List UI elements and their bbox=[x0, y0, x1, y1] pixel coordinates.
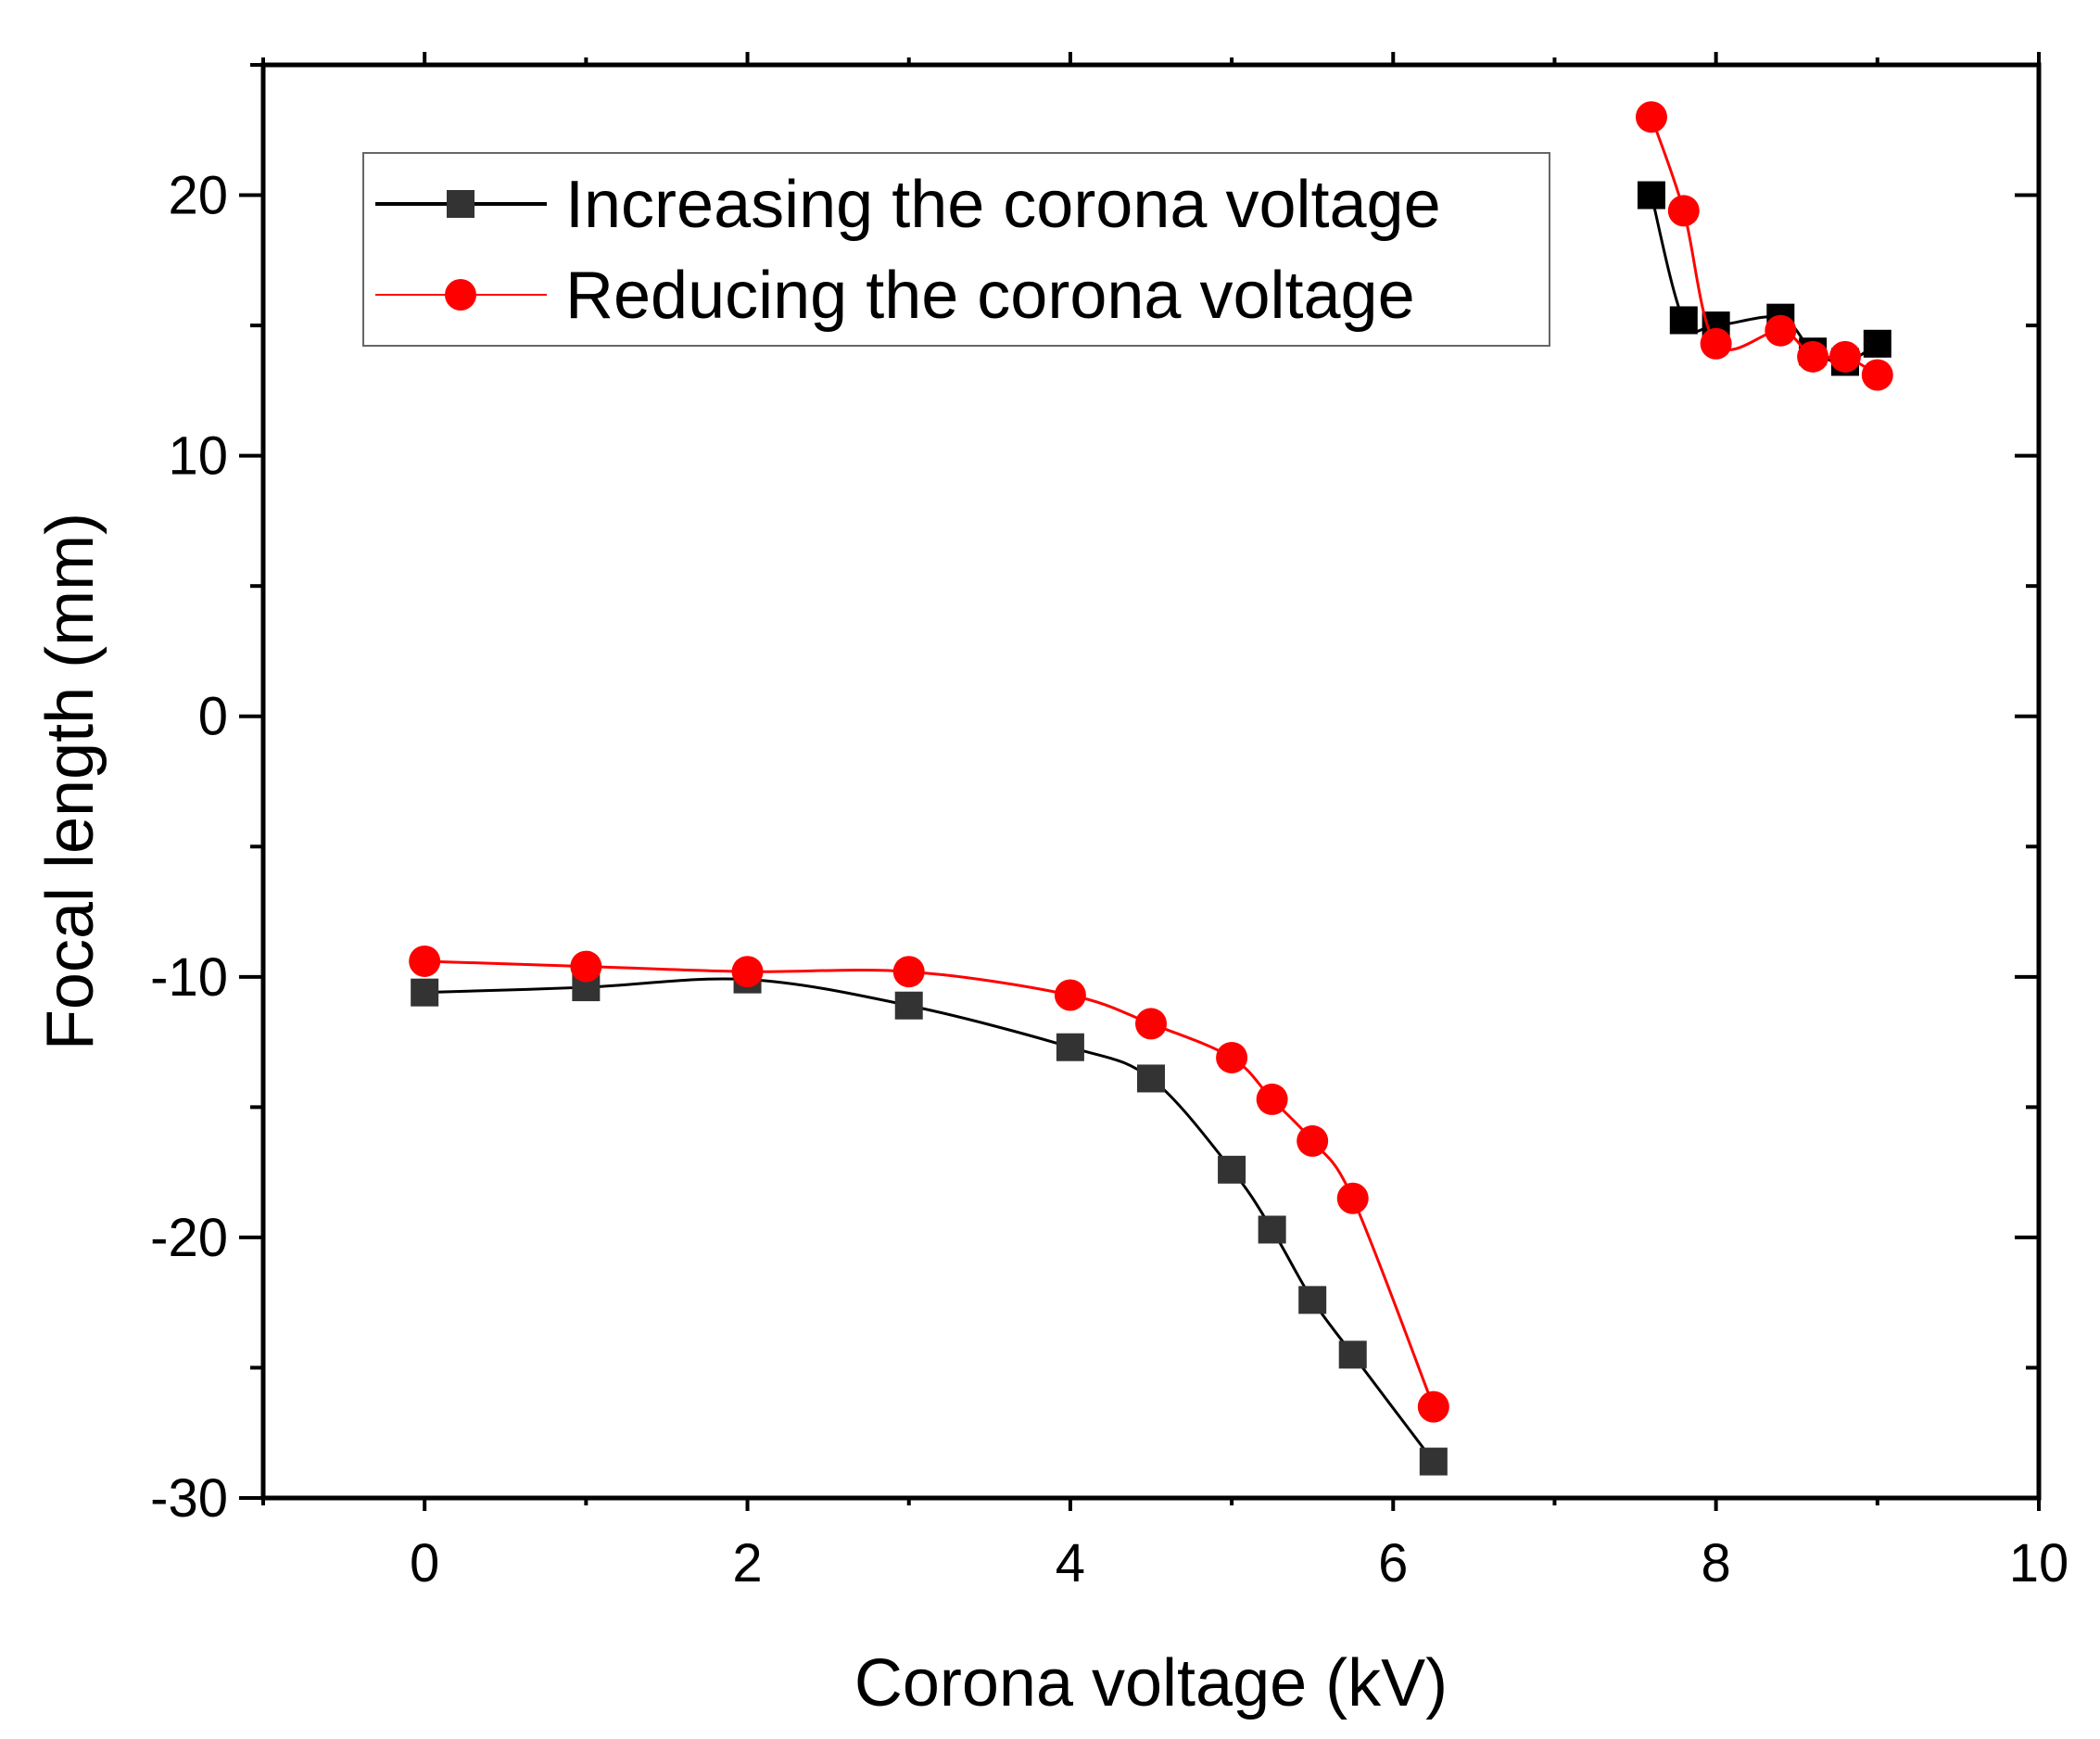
data-point bbox=[1218, 1155, 1246, 1184]
y-tick-label: -30 bbox=[150, 1468, 228, 1529]
data-point bbox=[1700, 327, 1732, 360]
y-tick-label: 0 bbox=[198, 687, 228, 747]
legend: Increasing the corona voltage Reducing th… bbox=[362, 152, 1550, 347]
data-point bbox=[570, 950, 602, 983]
data-point bbox=[1256, 1083, 1288, 1115]
data-point bbox=[1667, 195, 1700, 227]
axis-ticks: 0 2 4 6 8 10 -30 -20 -10 0 10 20 bbox=[150, 52, 2068, 1593]
data-point bbox=[1135, 1008, 1167, 1040]
data-point bbox=[1635, 101, 1667, 133]
x-axis-title: Corona voltage (kV) bbox=[854, 1646, 1448, 1720]
x-tick-label: 4 bbox=[1056, 1533, 1085, 1593]
data-point bbox=[1297, 1124, 1329, 1157]
data-point bbox=[1637, 181, 1665, 209]
data-point bbox=[1863, 329, 1891, 358]
y-tick-label: 20 bbox=[168, 166, 228, 226]
data-point bbox=[1419, 1447, 1448, 1476]
data-point bbox=[1336, 1182, 1369, 1214]
data-point bbox=[409, 945, 441, 977]
y-tick-label: 10 bbox=[168, 426, 228, 487]
data-point bbox=[1797, 340, 1829, 373]
data-point bbox=[1417, 1390, 1449, 1423]
series-layer bbox=[409, 101, 1893, 1476]
plot-frame bbox=[260, 62, 2042, 1501]
data-point bbox=[892, 956, 925, 988]
y-tick-label: -20 bbox=[150, 1208, 228, 1268]
x-tick-label: 0 bbox=[410, 1533, 439, 1593]
data-point bbox=[1258, 1215, 1286, 1244]
data-point bbox=[1056, 1033, 1084, 1061]
data-point bbox=[1338, 1340, 1367, 1369]
y-tick-label: -10 bbox=[150, 947, 228, 1008]
y-axis-title: Focal length (mm) bbox=[33, 513, 108, 1050]
data-point bbox=[1298, 1286, 1327, 1314]
data-point bbox=[894, 991, 923, 1020]
data-point bbox=[1765, 314, 1797, 347]
data-point bbox=[1137, 1064, 1165, 1093]
data-point bbox=[1054, 979, 1086, 1011]
legend-marker bbox=[447, 190, 474, 218]
legend-items: Increasing the corona voltage Reducing th… bbox=[375, 168, 1441, 333]
series-2 bbox=[409, 101, 1893, 1423]
legend-box bbox=[362, 152, 1550, 347]
x-tick-label: 10 bbox=[2009, 1533, 2069, 1593]
data-point bbox=[1216, 1041, 1248, 1073]
data-point bbox=[1861, 359, 1893, 391]
data-point bbox=[1669, 306, 1698, 335]
series-line bbox=[424, 959, 1436, 1408]
series-1 bbox=[411, 181, 1891, 1476]
x-tick-label: 8 bbox=[1702, 1533, 1731, 1593]
data-point bbox=[731, 956, 764, 988]
x-tick-label: 6 bbox=[1378, 1533, 1408, 1593]
legend-label: Reducing the corona voltage bbox=[565, 259, 1415, 333]
data-point bbox=[411, 978, 439, 1007]
x-tick-label: 2 bbox=[732, 1533, 762, 1593]
series-line bbox=[1650, 116, 1879, 376]
data-point bbox=[1828, 340, 1861, 373]
legend-marker bbox=[445, 279, 476, 311]
legend-label: Increasing the corona voltage bbox=[565, 168, 1441, 242]
